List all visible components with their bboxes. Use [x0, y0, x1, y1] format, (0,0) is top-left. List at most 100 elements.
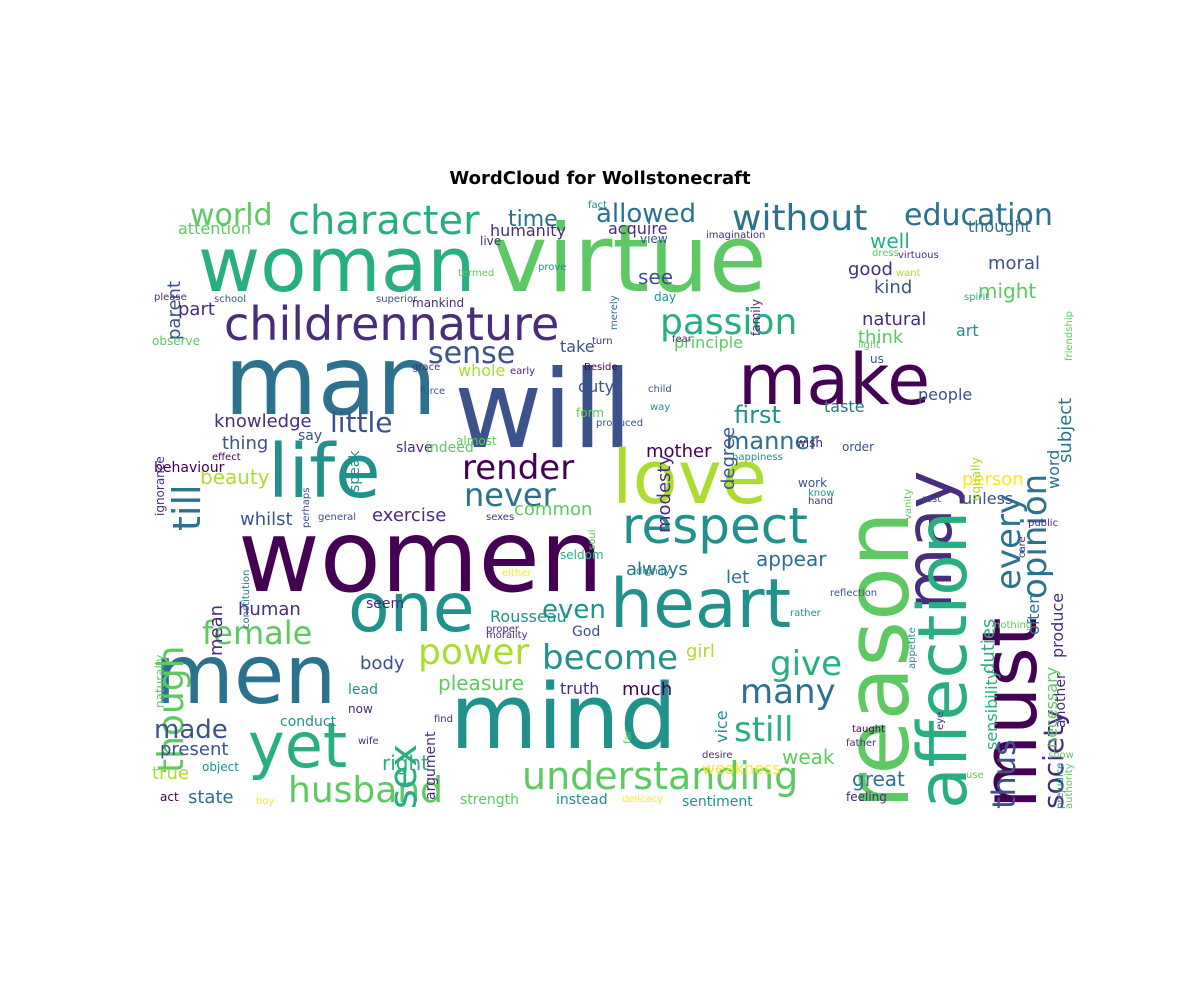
word-dignity: dignity: [636, 566, 671, 577]
word-without: without: [732, 199, 868, 239]
word-thought: thought: [968, 217, 1031, 236]
word-sexes: sexes: [486, 512, 515, 523]
word-always: always: [626, 559, 688, 580]
word-great: great: [852, 767, 905, 791]
word-spirit: spirit: [964, 292, 990, 303]
word-power: power: [418, 632, 530, 673]
word-nothing: nothing: [994, 620, 1033, 631]
word-rousseau: Rousseau: [490, 607, 567, 626]
word-seldom: seldom: [560, 548, 604, 562]
word-weak: weak: [782, 745, 835, 769]
word-authority: authority: [1064, 763, 1075, 809]
word-rest: rest: [922, 494, 942, 505]
word-sentiment: sentiment: [682, 794, 753, 809]
word-much: much: [622, 679, 673, 700]
word-understanding: understanding: [522, 754, 799, 798]
word-object: object: [202, 760, 239, 774]
word-see: see: [638, 265, 674, 289]
word-family: family: [749, 298, 763, 336]
word-live: live: [480, 234, 502, 248]
word-people: people: [918, 385, 973, 404]
word-ignorance: ignorance: [153, 456, 167, 516]
word-beauty: beauty: [200, 465, 270, 489]
word-seem: seem: [366, 596, 405, 612]
word-render: render: [462, 448, 575, 488]
word-appear: appear: [756, 547, 827, 571]
word-wife: wife: [358, 736, 379, 747]
word-view: view: [640, 232, 668, 246]
word-taste: taste: [824, 397, 865, 416]
word-duty: duty: [578, 377, 615, 396]
word-subject: subject: [1055, 397, 1075, 464]
word-either: either: [502, 568, 532, 579]
word-little: little: [330, 406, 393, 439]
word-character: character: [288, 199, 480, 244]
word-life: life: [268, 429, 381, 515]
word-world: world: [190, 199, 273, 233]
word-made: made: [154, 715, 228, 745]
word-produce: produce: [1048, 593, 1067, 659]
word-way: way: [650, 402, 671, 413]
word-virtuous: virtuous: [898, 250, 939, 261]
word-want: want: [896, 268, 921, 279]
word-men: men: [154, 628, 337, 723]
word-light: light: [858, 340, 881, 351]
word-passion: passion: [660, 302, 798, 343]
word-far: far: [623, 729, 634, 744]
word-desire: desire: [702, 750, 733, 761]
word-general: general: [318, 512, 357, 523]
word-cloud: woman virtue man will make may childrennature c…: [152, 199, 1075, 810]
word-almost: almost: [456, 434, 497, 448]
word-wish: wish: [796, 436, 824, 450]
word-human: human: [238, 599, 301, 620]
word-strength: strength: [460, 792, 519, 808]
word-kind: kind: [874, 277, 913, 298]
word-turn: turn: [592, 336, 613, 347]
word-school: school: [214, 294, 247, 305]
word-one: one: [348, 569, 475, 648]
word-mean: mean: [206, 604, 227, 656]
word-weakness: weakness: [702, 759, 781, 778]
word-force: force: [420, 386, 446, 397]
word-manner: manner: [726, 427, 820, 455]
word-will: will: [454, 348, 633, 473]
word-natural: natural: [862, 309, 927, 330]
word-know: know: [808, 488, 835, 499]
word-feeling: feeling: [846, 790, 887, 804]
word-lead: lead: [348, 682, 378, 698]
word-please: please: [154, 292, 187, 303]
word-another: another: [1053, 673, 1069, 728]
word-behaviour: behaviour: [154, 460, 225, 476]
word-humanity: humanity: [490, 221, 566, 240]
word-care: care: [1017, 536, 1028, 558]
word-acquire: acquire: [608, 219, 668, 238]
word-grace: grace: [412, 362, 441, 373]
word-speak: speak: [347, 450, 363, 493]
word-merely: merely: [609, 295, 620, 331]
word-fear: fear: [672, 334, 692, 345]
word-love: love: [612, 435, 768, 521]
word-prove: prove: [538, 262, 567, 273]
word-produced: produced: [596, 418, 644, 429]
word-proper: proper: [486, 624, 519, 635]
word-unless: unless: [962, 489, 1014, 508]
word-never: never: [464, 476, 556, 514]
word-order: order: [842, 440, 874, 454]
word-modesty: modesty: [654, 454, 675, 534]
word-true: true: [152, 763, 189, 784]
word-vanity: vanity: [903, 489, 914, 521]
word-hand: hand: [808, 496, 834, 507]
word-time: time: [508, 207, 558, 232]
word-even: even: [542, 595, 606, 625]
word-vice: vice: [712, 710, 731, 743]
word-mother: mother: [646, 441, 712, 462]
word-beside: Beside: [584, 362, 618, 373]
word-man: man: [224, 325, 438, 437]
word-whilst: whilst: [240, 509, 293, 530]
word-rather: rather: [790, 608, 821, 619]
word-us: us: [870, 352, 884, 366]
word-soul: soul: [587, 529, 598, 550]
word-part: part: [178, 299, 215, 320]
word-fact: fact: [588, 200, 608, 211]
word-well: well: [870, 229, 910, 253]
